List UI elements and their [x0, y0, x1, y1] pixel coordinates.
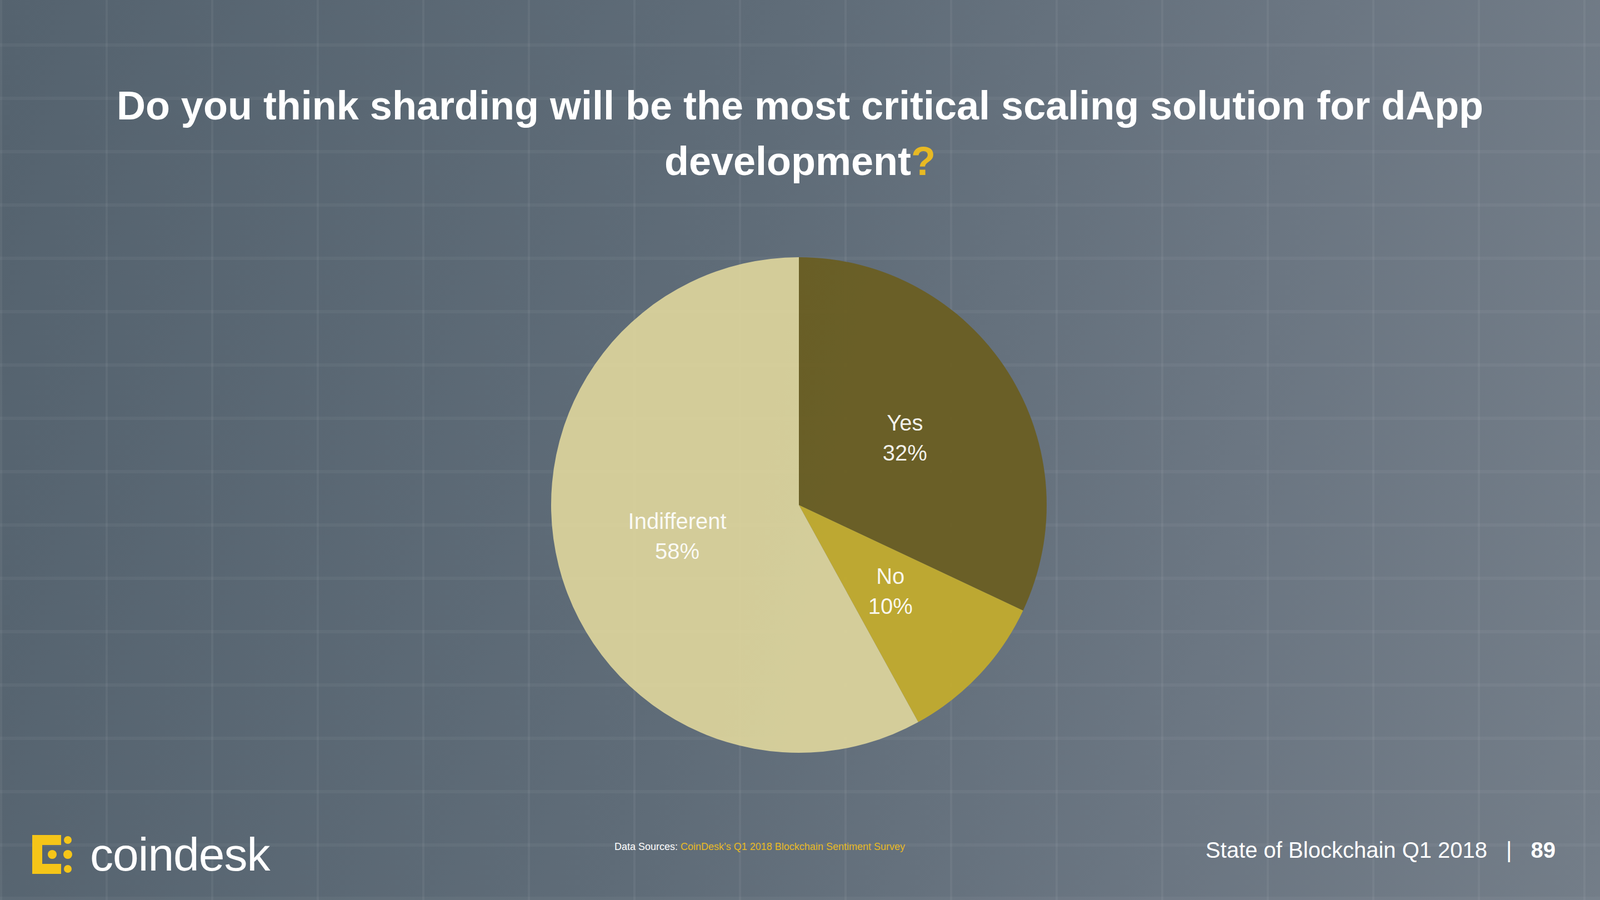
svg-text:Indifferent: Indifferent — [628, 508, 727, 534]
svg-text:32%: 32% — [882, 440, 928, 465]
svg-text:Yes: Yes — [886, 410, 923, 435]
svg-text:58%: 58% — [655, 538, 700, 564]
html-text:State of Blockchain Q1 2018: State of Blockchain Q1 2018 — [1205, 837, 1488, 863]
svg-text:10%: 10% — [868, 593, 913, 619]
html-text:coindesk: coindesk — [90, 828, 270, 881]
html-text:89: 89 — [1530, 837, 1556, 863]
svg-text:No: No — [876, 563, 905, 589]
html-text:Data Sources: CoinDesk’s Q1 20: Data Sources: CoinDesk’s Q1 2018 Blockch… — [614, 841, 905, 853]
html-text:Do you think sharding will be: Do you think sharding will be the most c… — [116, 83, 1484, 184]
